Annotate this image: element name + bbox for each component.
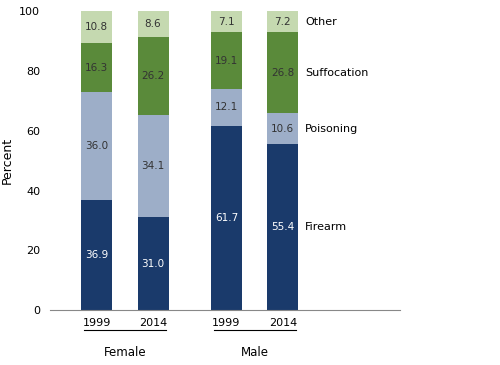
Bar — [81, 92, 112, 200]
Text: Suffocation: Suffocation — [305, 68, 368, 78]
Text: 61.7: 61.7 — [215, 213, 238, 223]
Text: 55.4: 55.4 — [271, 222, 294, 233]
Text: 26.8: 26.8 — [271, 68, 294, 78]
Bar — [138, 218, 168, 310]
Text: Female: Female — [104, 346, 146, 359]
Bar — [81, 43, 112, 92]
Y-axis label: Percent: Percent — [0, 137, 14, 184]
Bar — [268, 11, 298, 32]
Text: 36.9: 36.9 — [85, 250, 108, 260]
Text: Firearm: Firearm — [305, 222, 348, 233]
Text: 10.8: 10.8 — [85, 22, 108, 32]
Text: 36.0: 36.0 — [85, 141, 108, 151]
Text: Other: Other — [305, 17, 337, 27]
Text: 8.6: 8.6 — [144, 19, 162, 29]
Text: 26.2: 26.2 — [142, 71, 165, 81]
Text: Male: Male — [240, 346, 268, 359]
Bar — [81, 11, 112, 43]
Text: 31.0: 31.0 — [142, 259, 165, 269]
Text: 34.1: 34.1 — [142, 161, 165, 172]
Bar — [138, 37, 168, 115]
Text: 16.3: 16.3 — [85, 63, 108, 73]
Bar — [211, 11, 242, 32]
Text: 7.1: 7.1 — [218, 16, 234, 27]
Text: 7.2: 7.2 — [274, 17, 291, 27]
Text: 12.1: 12.1 — [215, 103, 238, 112]
Bar — [211, 126, 242, 310]
Bar — [268, 145, 298, 310]
Bar — [81, 200, 112, 310]
Bar — [268, 113, 298, 145]
Text: 10.6: 10.6 — [272, 124, 294, 134]
Bar — [138, 115, 168, 218]
Text: Poisoning: Poisoning — [305, 124, 358, 134]
Bar — [211, 89, 242, 126]
Bar — [268, 32, 298, 113]
Text: 19.1: 19.1 — [215, 56, 238, 66]
Bar — [138, 11, 168, 37]
Bar — [211, 32, 242, 89]
